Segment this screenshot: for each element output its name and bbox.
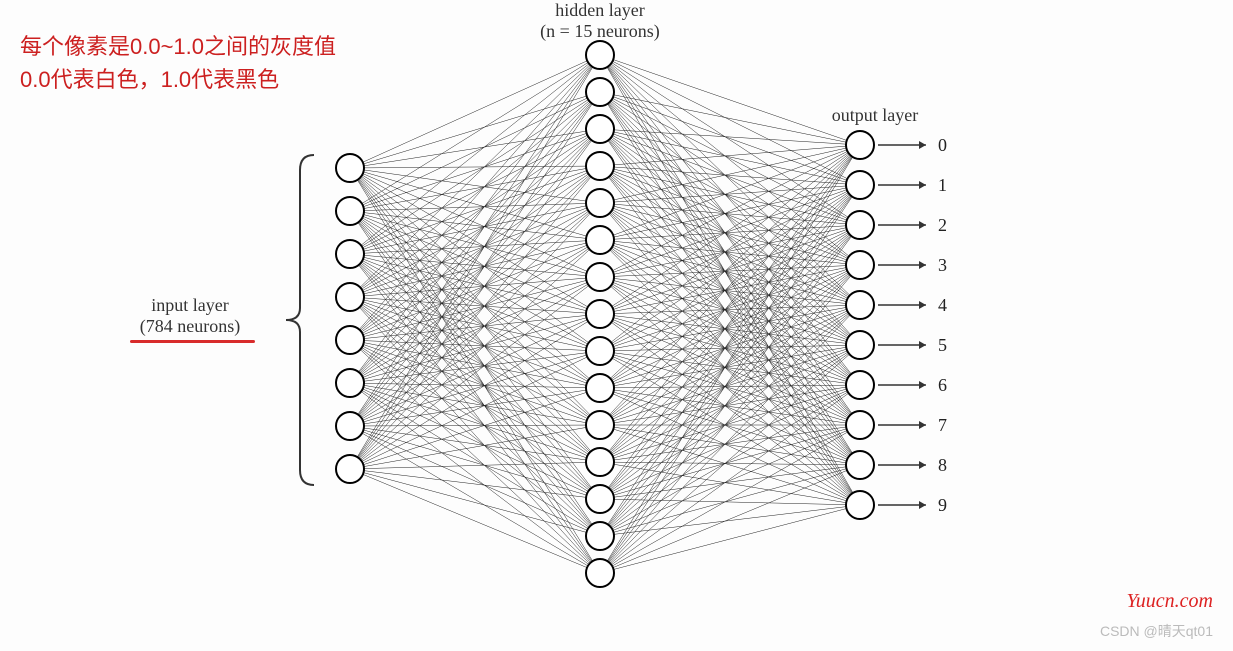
- watermark-yuucn: Yuucn.com: [1127, 590, 1213, 613]
- svg-text:6: 6: [938, 375, 947, 395]
- svg-text:4: 4: [938, 295, 947, 315]
- svg-text:8: 8: [938, 455, 947, 475]
- output-arrows: [878, 141, 926, 509]
- svg-text:2: 2: [938, 215, 947, 235]
- watermark-csdn: CSDN @晴天qt01: [1100, 621, 1213, 641]
- svg-text:5: 5: [938, 335, 947, 355]
- network-svg: 0 1 2 3 4 5 6 7 8 9: [0, 0, 1233, 651]
- svg-text:9: 9: [938, 495, 947, 515]
- input-brace: [286, 155, 314, 485]
- svg-text:7: 7: [938, 415, 947, 435]
- svg-text:0: 0: [938, 135, 947, 155]
- svg-text:1: 1: [938, 175, 947, 195]
- output-values: 0 1 2 3 4 5 6 7 8 9: [938, 135, 947, 515]
- svg-text:3: 3: [938, 255, 947, 275]
